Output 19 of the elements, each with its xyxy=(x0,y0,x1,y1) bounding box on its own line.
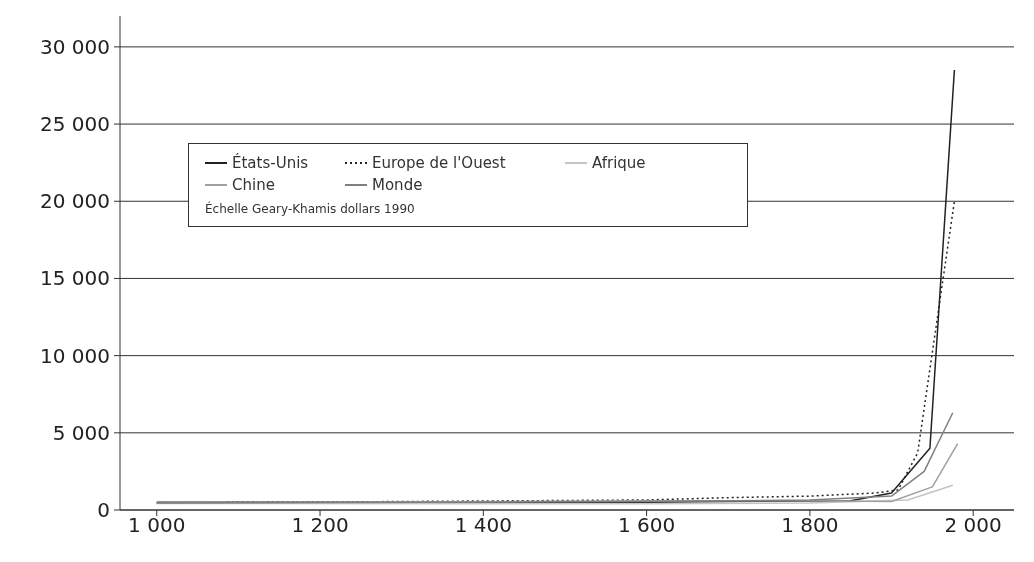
x-tick-label: 1 600 xyxy=(617,513,676,538)
y-tick-label: 30 000 xyxy=(40,34,110,59)
annotation: Échelle Geary-Khamis dollars 1990 xyxy=(205,202,416,216)
legend-label: Europe de l'Ouest xyxy=(372,154,506,172)
x-tick-label: 1 000 xyxy=(128,513,186,538)
legend-label: États-Unis xyxy=(232,154,309,172)
legend-label: Afrique xyxy=(592,154,646,172)
y-tick-label: 15 000 xyxy=(40,266,110,291)
y-tick-label: 20 000 xyxy=(40,189,110,214)
x-tick-label: 1 400 xyxy=(454,513,512,538)
legend-label: Chine xyxy=(232,176,275,194)
y-tick-label: 0 xyxy=(97,498,110,522)
x-tick-label: 1 800 xyxy=(781,513,839,538)
x-tick-label: 1 200 xyxy=(291,513,349,538)
y-tick-label: 25 000 xyxy=(40,112,110,137)
legend-label: Monde xyxy=(372,176,423,194)
y-tick-label: 5 000 xyxy=(52,420,110,445)
y-tick-label: 10 000 xyxy=(40,343,110,368)
x-tick-label: 2 000 xyxy=(944,513,1002,538)
